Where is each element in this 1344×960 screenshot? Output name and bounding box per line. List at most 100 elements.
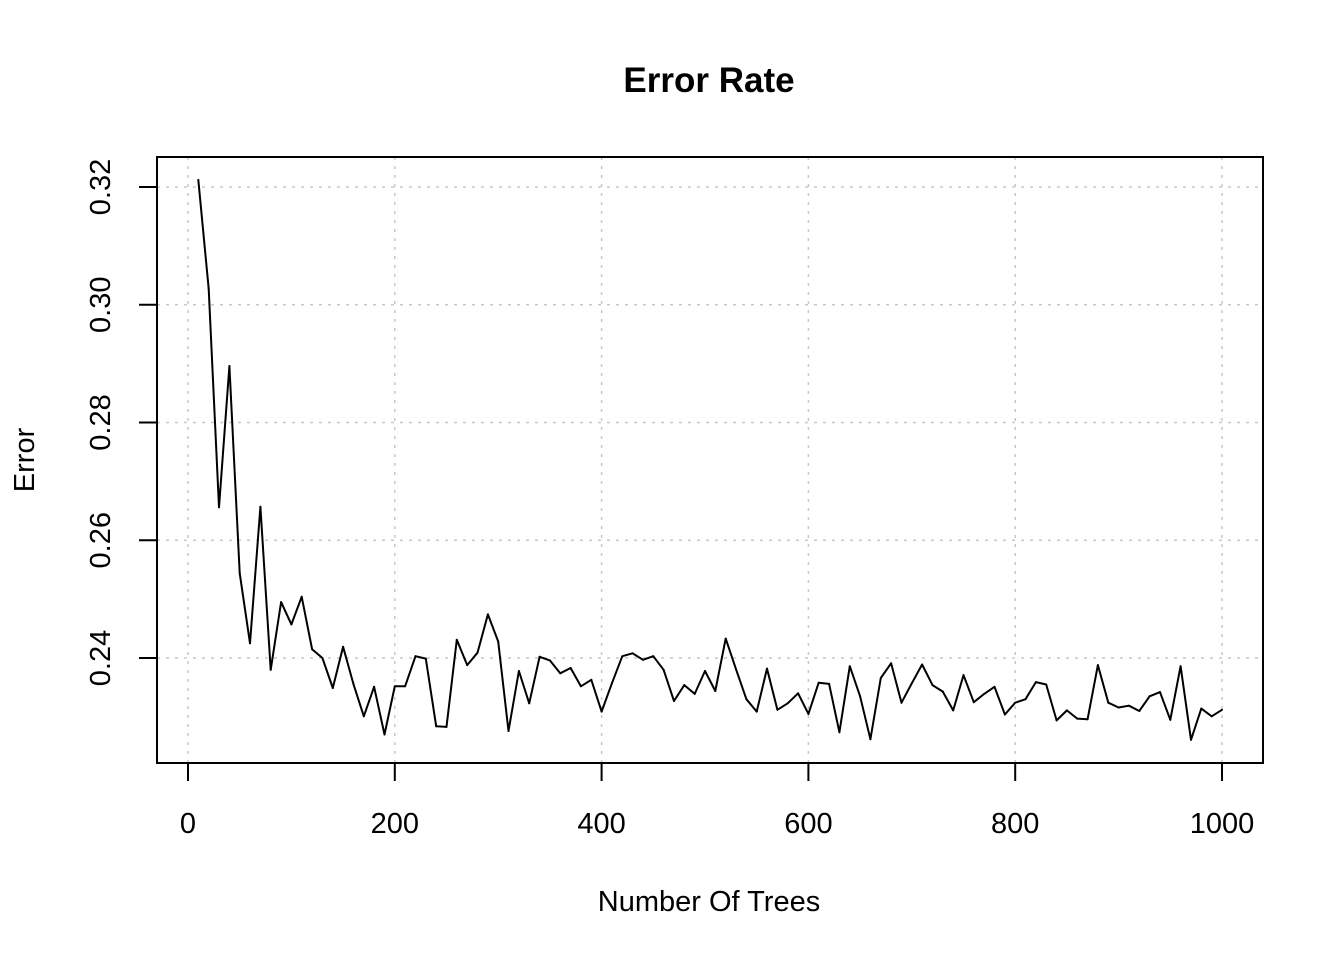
data-point bbox=[290, 623, 293, 626]
data-point bbox=[828, 682, 831, 685]
data-point bbox=[1086, 718, 1089, 721]
data-point bbox=[776, 708, 779, 711]
data-point bbox=[962, 674, 965, 677]
data-point bbox=[1076, 717, 1079, 720]
data-point bbox=[900, 701, 903, 704]
data-point bbox=[621, 655, 624, 658]
data-point bbox=[414, 655, 417, 658]
data-point bbox=[838, 731, 841, 734]
data-point bbox=[941, 690, 944, 693]
data-point bbox=[1045, 683, 1048, 686]
data-point bbox=[445, 725, 448, 728]
grid bbox=[157, 157, 1263, 763]
data-point bbox=[714, 690, 717, 692]
data-point bbox=[559, 672, 562, 675]
data-point bbox=[197, 178, 200, 181]
series-line-error bbox=[197, 179, 1223, 741]
data-point bbox=[972, 701, 975, 704]
data-point bbox=[404, 685, 407, 688]
data-point bbox=[393, 685, 396, 688]
data-point bbox=[486, 613, 489, 616]
data-point bbox=[590, 678, 593, 681]
data-point bbox=[704, 670, 706, 672]
data-point bbox=[673, 700, 675, 702]
data-point bbox=[1065, 709, 1068, 712]
x-axis-title: Number Of Trees bbox=[598, 886, 820, 918]
data-point bbox=[993, 685, 996, 688]
y-tick-label: 0.26 bbox=[85, 512, 117, 568]
data-point bbox=[983, 692, 986, 695]
data-point bbox=[1200, 707, 1203, 710]
series-points bbox=[197, 178, 1223, 741]
y-tick-label: 0.32 bbox=[85, 159, 117, 215]
x-tick-label: 200 bbox=[371, 808, 419, 840]
data-point bbox=[807, 712, 810, 715]
data-point bbox=[786, 702, 789, 705]
data-point bbox=[228, 365, 231, 367]
data-point bbox=[528, 702, 531, 705]
data-point bbox=[755, 710, 758, 713]
data-point bbox=[466, 664, 469, 667]
data-point bbox=[910, 682, 913, 685]
chart-title: Error Rate bbox=[623, 61, 794, 100]
data-point bbox=[373, 685, 376, 688]
data-point bbox=[1055, 719, 1058, 722]
data-point bbox=[579, 685, 582, 688]
y-tick-label: 0.30 bbox=[85, 277, 117, 333]
data-point bbox=[1127, 704, 1130, 707]
data-point bbox=[259, 505, 262, 508]
data-point bbox=[238, 572, 241, 575]
data-point bbox=[1117, 706, 1120, 709]
data-point bbox=[859, 695, 862, 698]
data-point bbox=[642, 658, 644, 661]
data-point bbox=[424, 657, 427, 660]
data-point bbox=[631, 652, 634, 655]
y-tick-label: 0.28 bbox=[85, 394, 117, 450]
data-point bbox=[207, 287, 210, 290]
data-point bbox=[1179, 665, 1182, 668]
y-axis-title: Error bbox=[9, 427, 41, 492]
data-point bbox=[921, 663, 924, 666]
data-point bbox=[735, 668, 737, 671]
data-point bbox=[952, 709, 955, 712]
x-axis: 0 200 400 600 800 1000 bbox=[180, 762, 1255, 840]
data-point bbox=[548, 659, 551, 662]
data-point bbox=[1190, 738, 1192, 741]
data-point bbox=[280, 601, 283, 604]
data-point bbox=[683, 684, 686, 687]
data-point bbox=[269, 668, 272, 671]
data-point bbox=[249, 642, 251, 645]
x-tick-label: 600 bbox=[784, 808, 832, 840]
data-point bbox=[218, 506, 220, 509]
data-point bbox=[1210, 715, 1213, 718]
data-point bbox=[869, 738, 872, 741]
x-tick-label: 400 bbox=[577, 808, 625, 840]
data-point bbox=[890, 662, 893, 665]
data-point bbox=[1221, 708, 1223, 711]
data-point bbox=[321, 657, 324, 659]
data-point bbox=[383, 733, 386, 736]
data-point bbox=[600, 710, 603, 713]
data-point bbox=[662, 668, 665, 671]
data-point bbox=[569, 667, 572, 669]
data-point bbox=[1096, 664, 1099, 667]
data-point bbox=[1107, 701, 1110, 704]
data-point bbox=[1169, 718, 1172, 721]
data-point bbox=[931, 684, 934, 687]
data-point bbox=[610, 682, 613, 685]
x-tick-label: 800 bbox=[991, 808, 1039, 840]
data-point bbox=[724, 637, 727, 640]
data-point bbox=[1138, 710, 1141, 712]
data-point bbox=[300, 595, 303, 598]
data-point bbox=[435, 725, 438, 728]
x-tick-label: 1000 bbox=[1190, 808, 1255, 840]
data-point bbox=[517, 670, 520, 672]
data-point bbox=[652, 655, 655, 658]
x-tick-label: 0 bbox=[180, 808, 196, 840]
data-point bbox=[455, 638, 458, 641]
data-point bbox=[848, 665, 851, 668]
data-point bbox=[311, 648, 314, 651]
data-point bbox=[476, 651, 479, 654]
data-point bbox=[766, 667, 768, 670]
